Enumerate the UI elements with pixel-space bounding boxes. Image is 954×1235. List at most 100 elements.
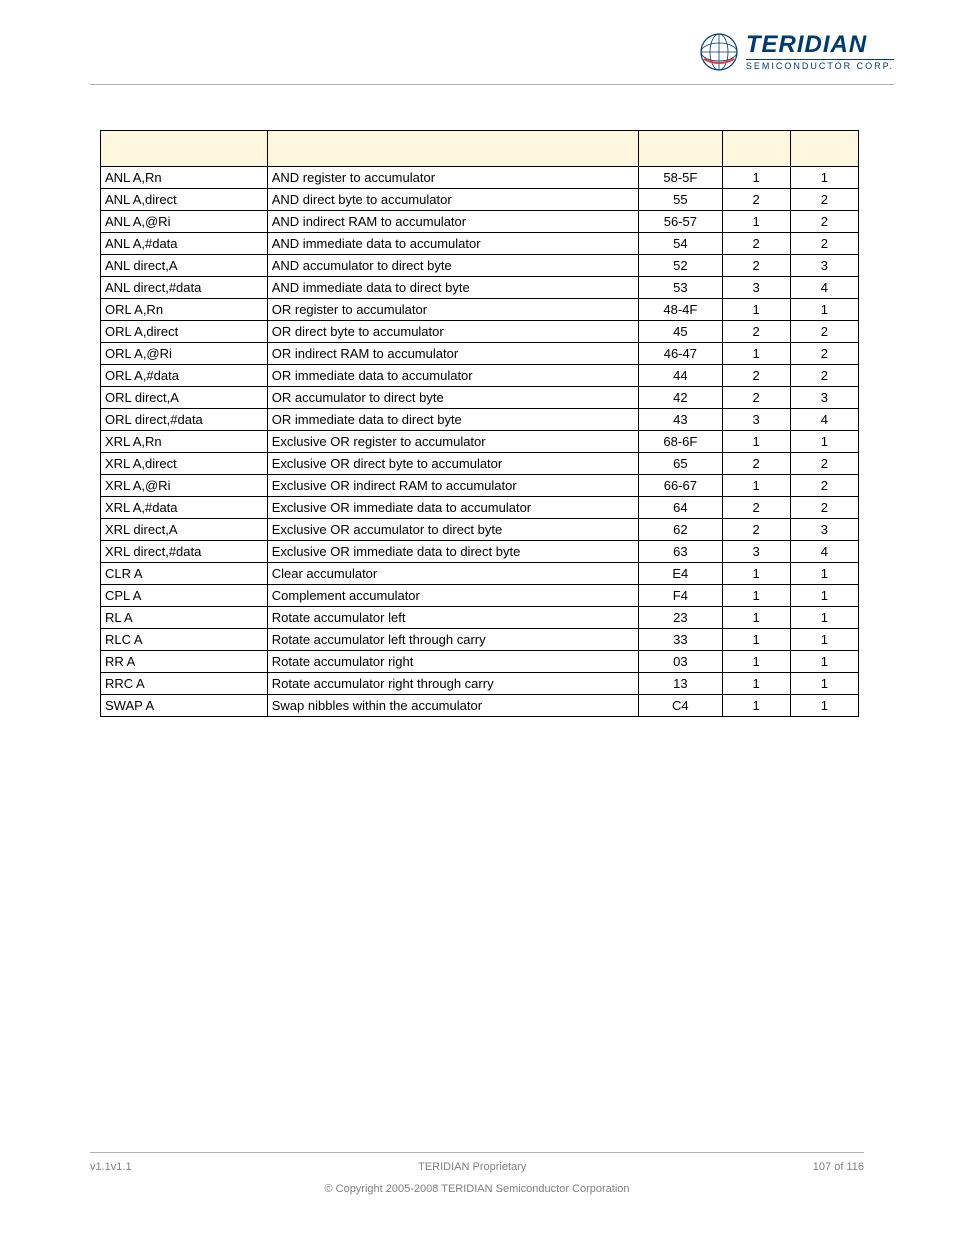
company-logo: TERIDIAN SEMICONDUCTOR CORP.: [698, 31, 894, 73]
table-cell: 2: [790, 343, 858, 365]
table-cell: 55: [639, 189, 722, 211]
table-cell: 4: [790, 409, 858, 431]
table-cell: ORL direct,A: [101, 387, 268, 409]
footer-proprietary: TERIDIAN Proprietary: [418, 1161, 526, 1173]
table-row: XRL A,@RiExclusive OR indirect RAM to ac…: [101, 475, 859, 497]
table-row: ORL A,directOR direct byte to accumulato…: [101, 321, 859, 343]
table-cell: ORL A,#data: [101, 365, 268, 387]
table-cell: 1: [790, 431, 858, 453]
table-cell: 66-67: [639, 475, 722, 497]
table-cell: ANL direct,#data: [101, 277, 268, 299]
table-cell: 1: [722, 299, 790, 321]
table-cell: XRL A,#data: [101, 497, 268, 519]
table-cell: XRL direct,A: [101, 519, 268, 541]
table-cell: 2: [790, 453, 858, 475]
table-cell: 23: [639, 607, 722, 629]
footer-page-number: 107 of 116: [813, 1161, 864, 1173]
table-cell: Exclusive OR accumulator to direct byte: [267, 519, 638, 541]
table-cell: 1: [722, 673, 790, 695]
table-cell: 1: [790, 629, 858, 651]
table-cell: 3: [722, 277, 790, 299]
table-cell: 1: [722, 167, 790, 189]
table-cell: 42: [639, 387, 722, 409]
table-row: ANL A,RnAND register to accumulator58-5F…: [101, 167, 859, 189]
table-cell: ANL A,@Ri: [101, 211, 268, 233]
table-cell: ORL A,@Ri: [101, 343, 268, 365]
table-row: XRL A,RnExclusive OR register to accumul…: [101, 431, 859, 453]
instruction-table: ANL A,RnAND register to accumulator58-5F…: [100, 130, 859, 717]
table-cell: 43: [639, 409, 722, 431]
table-cell: 65: [639, 453, 722, 475]
table-row: XRL direct,AExclusive OR accumulator to …: [101, 519, 859, 541]
table-row: XRL direct,#dataExclusive OR immediate d…: [101, 541, 859, 563]
table-cell: 1: [790, 585, 858, 607]
table-cell: Exclusive OR direct byte to accumulator: [267, 453, 638, 475]
table-cell: 44: [639, 365, 722, 387]
table-cell: 1: [722, 695, 790, 717]
table-cell: Exclusive OR indirect RAM to accumulator: [267, 475, 638, 497]
table-cell: 2: [722, 519, 790, 541]
table-cell: 2: [790, 321, 858, 343]
logo-text: TERIDIAN SEMICONDUCTOR CORP.: [746, 33, 894, 71]
table-cell: 64: [639, 497, 722, 519]
footer-copyright: © Copyright 2005-2008 TERIDIAN Semicondu…: [90, 1183, 864, 1195]
table-cell: AND immediate data to accumulator: [267, 233, 638, 255]
table-row: ORL A,@RiOR indirect RAM to accumulator4…: [101, 343, 859, 365]
table-cell: ANL A,#data: [101, 233, 268, 255]
header-cell-cycles: [790, 131, 858, 167]
table-cell: F4: [639, 585, 722, 607]
table-cell: ANL A,Rn: [101, 167, 268, 189]
table-cell: 1: [722, 585, 790, 607]
table-cell: XRL A,Rn: [101, 431, 268, 453]
table-cell: 2: [790, 365, 858, 387]
table-row: SWAP ASwap nibbles within the accumulato…: [101, 695, 859, 717]
header-cell-mnemonic: [101, 131, 268, 167]
table-row: CLR AClear accumulatorE411: [101, 563, 859, 585]
table-cell: 2: [722, 365, 790, 387]
table-cell: 1: [790, 673, 858, 695]
table-cell: 03: [639, 651, 722, 673]
table-cell: 1: [790, 167, 858, 189]
table-cell: 4: [790, 277, 858, 299]
table-cell: SWAP A: [101, 695, 268, 717]
table-cell: 2: [722, 497, 790, 519]
table-row: ANL direct,#dataAND immediate data to di…: [101, 277, 859, 299]
table-cell: 2: [722, 321, 790, 343]
table-cell: 2: [790, 233, 858, 255]
table-cell: 1: [722, 475, 790, 497]
page-header: TERIDIAN SEMICONDUCTOR CORP.: [90, 20, 894, 85]
table-cell: E4: [639, 563, 722, 585]
table-cell: 1: [722, 563, 790, 585]
table-cell: 62: [639, 519, 722, 541]
table-cell: XRL direct,#data: [101, 541, 268, 563]
table-cell: RR A: [101, 651, 268, 673]
table-row: RR ARotate accumulator right0311: [101, 651, 859, 673]
table-cell: OR indirect RAM to accumulator: [267, 343, 638, 365]
table-cell: RL A: [101, 607, 268, 629]
table-cell: 2: [722, 233, 790, 255]
table-cell: 54: [639, 233, 722, 255]
table-cell: 1: [722, 651, 790, 673]
table-row: ANL direct,AAND accumulator to direct by…: [101, 255, 859, 277]
table-cell: 2: [722, 189, 790, 211]
table-body: ANL A,RnAND register to accumulator58-5F…: [101, 167, 859, 717]
table-cell: 46-47: [639, 343, 722, 365]
table-cell: OR accumulator to direct byte: [267, 387, 638, 409]
table-cell: 53: [639, 277, 722, 299]
table-cell: Rotate accumulator right through carry: [267, 673, 638, 695]
table-row: XRL A,#dataExclusive OR immediate data t…: [101, 497, 859, 519]
table-cell: 1: [790, 695, 858, 717]
table-cell: 3: [790, 387, 858, 409]
table-cell: CPL A: [101, 585, 268, 607]
header-cell-bytes: [722, 131, 790, 167]
table-cell: 56-57: [639, 211, 722, 233]
table-cell: CLR A: [101, 563, 268, 585]
table-cell: 1: [722, 629, 790, 651]
logo-name: TERIDIAN: [746, 33, 894, 57]
table-cell: RRC A: [101, 673, 268, 695]
table-cell: 1: [790, 607, 858, 629]
table-cell: 2: [790, 475, 858, 497]
table-cell: ORL direct,#data: [101, 409, 268, 431]
table-row: CPL AComplement accumulatorF411: [101, 585, 859, 607]
table-cell: Rotate accumulator right: [267, 651, 638, 673]
